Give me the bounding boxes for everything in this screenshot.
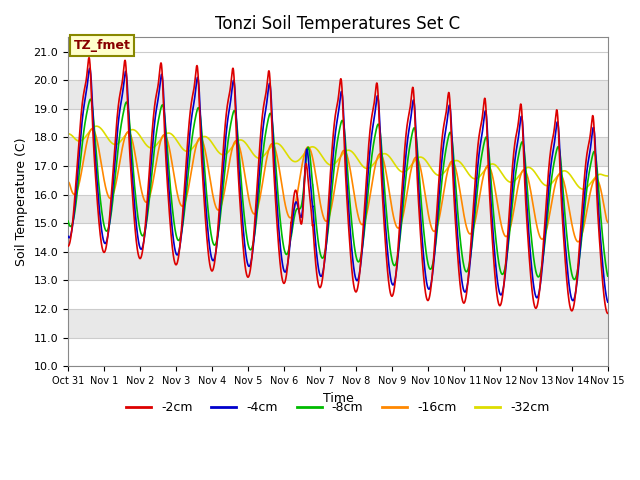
Bar (68, 52, 608, 80)
Bar (68, 195, 608, 223)
Bar (68, 223, 608, 252)
Bar (68, 338, 608, 366)
Y-axis label: Soil Temperature (C): Soil Temperature (C) (15, 138, 28, 266)
Text: TZ_fmet: TZ_fmet (74, 39, 131, 52)
Bar (68, 280, 608, 309)
Title: Tonzi Soil Temperatures Set C: Tonzi Soil Temperatures Set C (215, 15, 460, 33)
Bar (68, 80, 608, 109)
Bar (68, 166, 608, 195)
Bar (68, 109, 608, 137)
Bar (68, 309, 608, 338)
Bar (68, 137, 608, 166)
Legend: -2cm, -4cm, -8cm, -16cm, -32cm: -2cm, -4cm, -8cm, -16cm, -32cm (121, 396, 555, 420)
X-axis label: Time: Time (323, 392, 353, 405)
Bar (68, 252, 608, 280)
